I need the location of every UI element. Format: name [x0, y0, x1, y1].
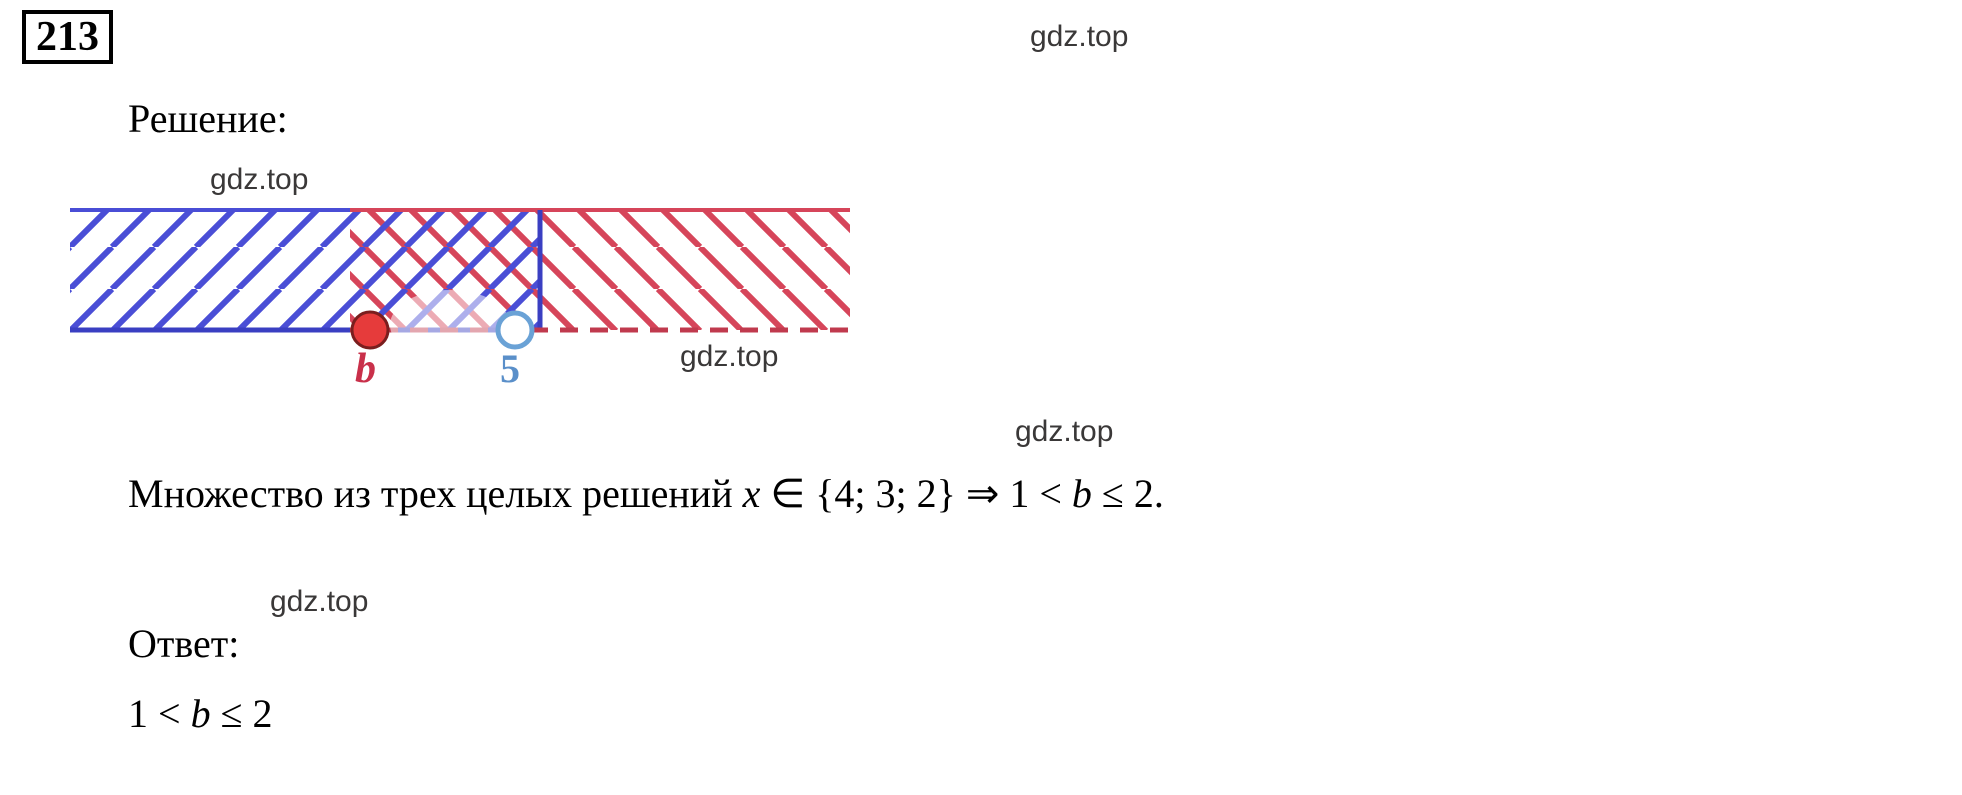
var-x: x: [743, 471, 761, 516]
solution-heading: Решение:: [128, 95, 288, 142]
answer-value: 1 < b ≤ 2: [128, 690, 273, 737]
watermark-mid-right: gdz.top: [1015, 415, 1113, 449]
watermark-above-answer: gdz.top: [270, 585, 368, 619]
label-5: 5: [500, 345, 520, 392]
label-b: b: [355, 345, 376, 393]
problem-number: 213: [22, 10, 113, 64]
watermark-top-right: gdz.top: [1030, 20, 1128, 54]
watermark-above-diagram: gdz.top: [210, 163, 308, 197]
var-b-answer: b: [191, 691, 211, 736]
number-line-diagram: [70, 205, 850, 355]
solution-statement: Множество из трех целых решений x ∈ {4; …: [128, 470, 1164, 517]
answer-heading: Ответ:: [128, 620, 239, 667]
var-b: b: [1072, 471, 1092, 516]
